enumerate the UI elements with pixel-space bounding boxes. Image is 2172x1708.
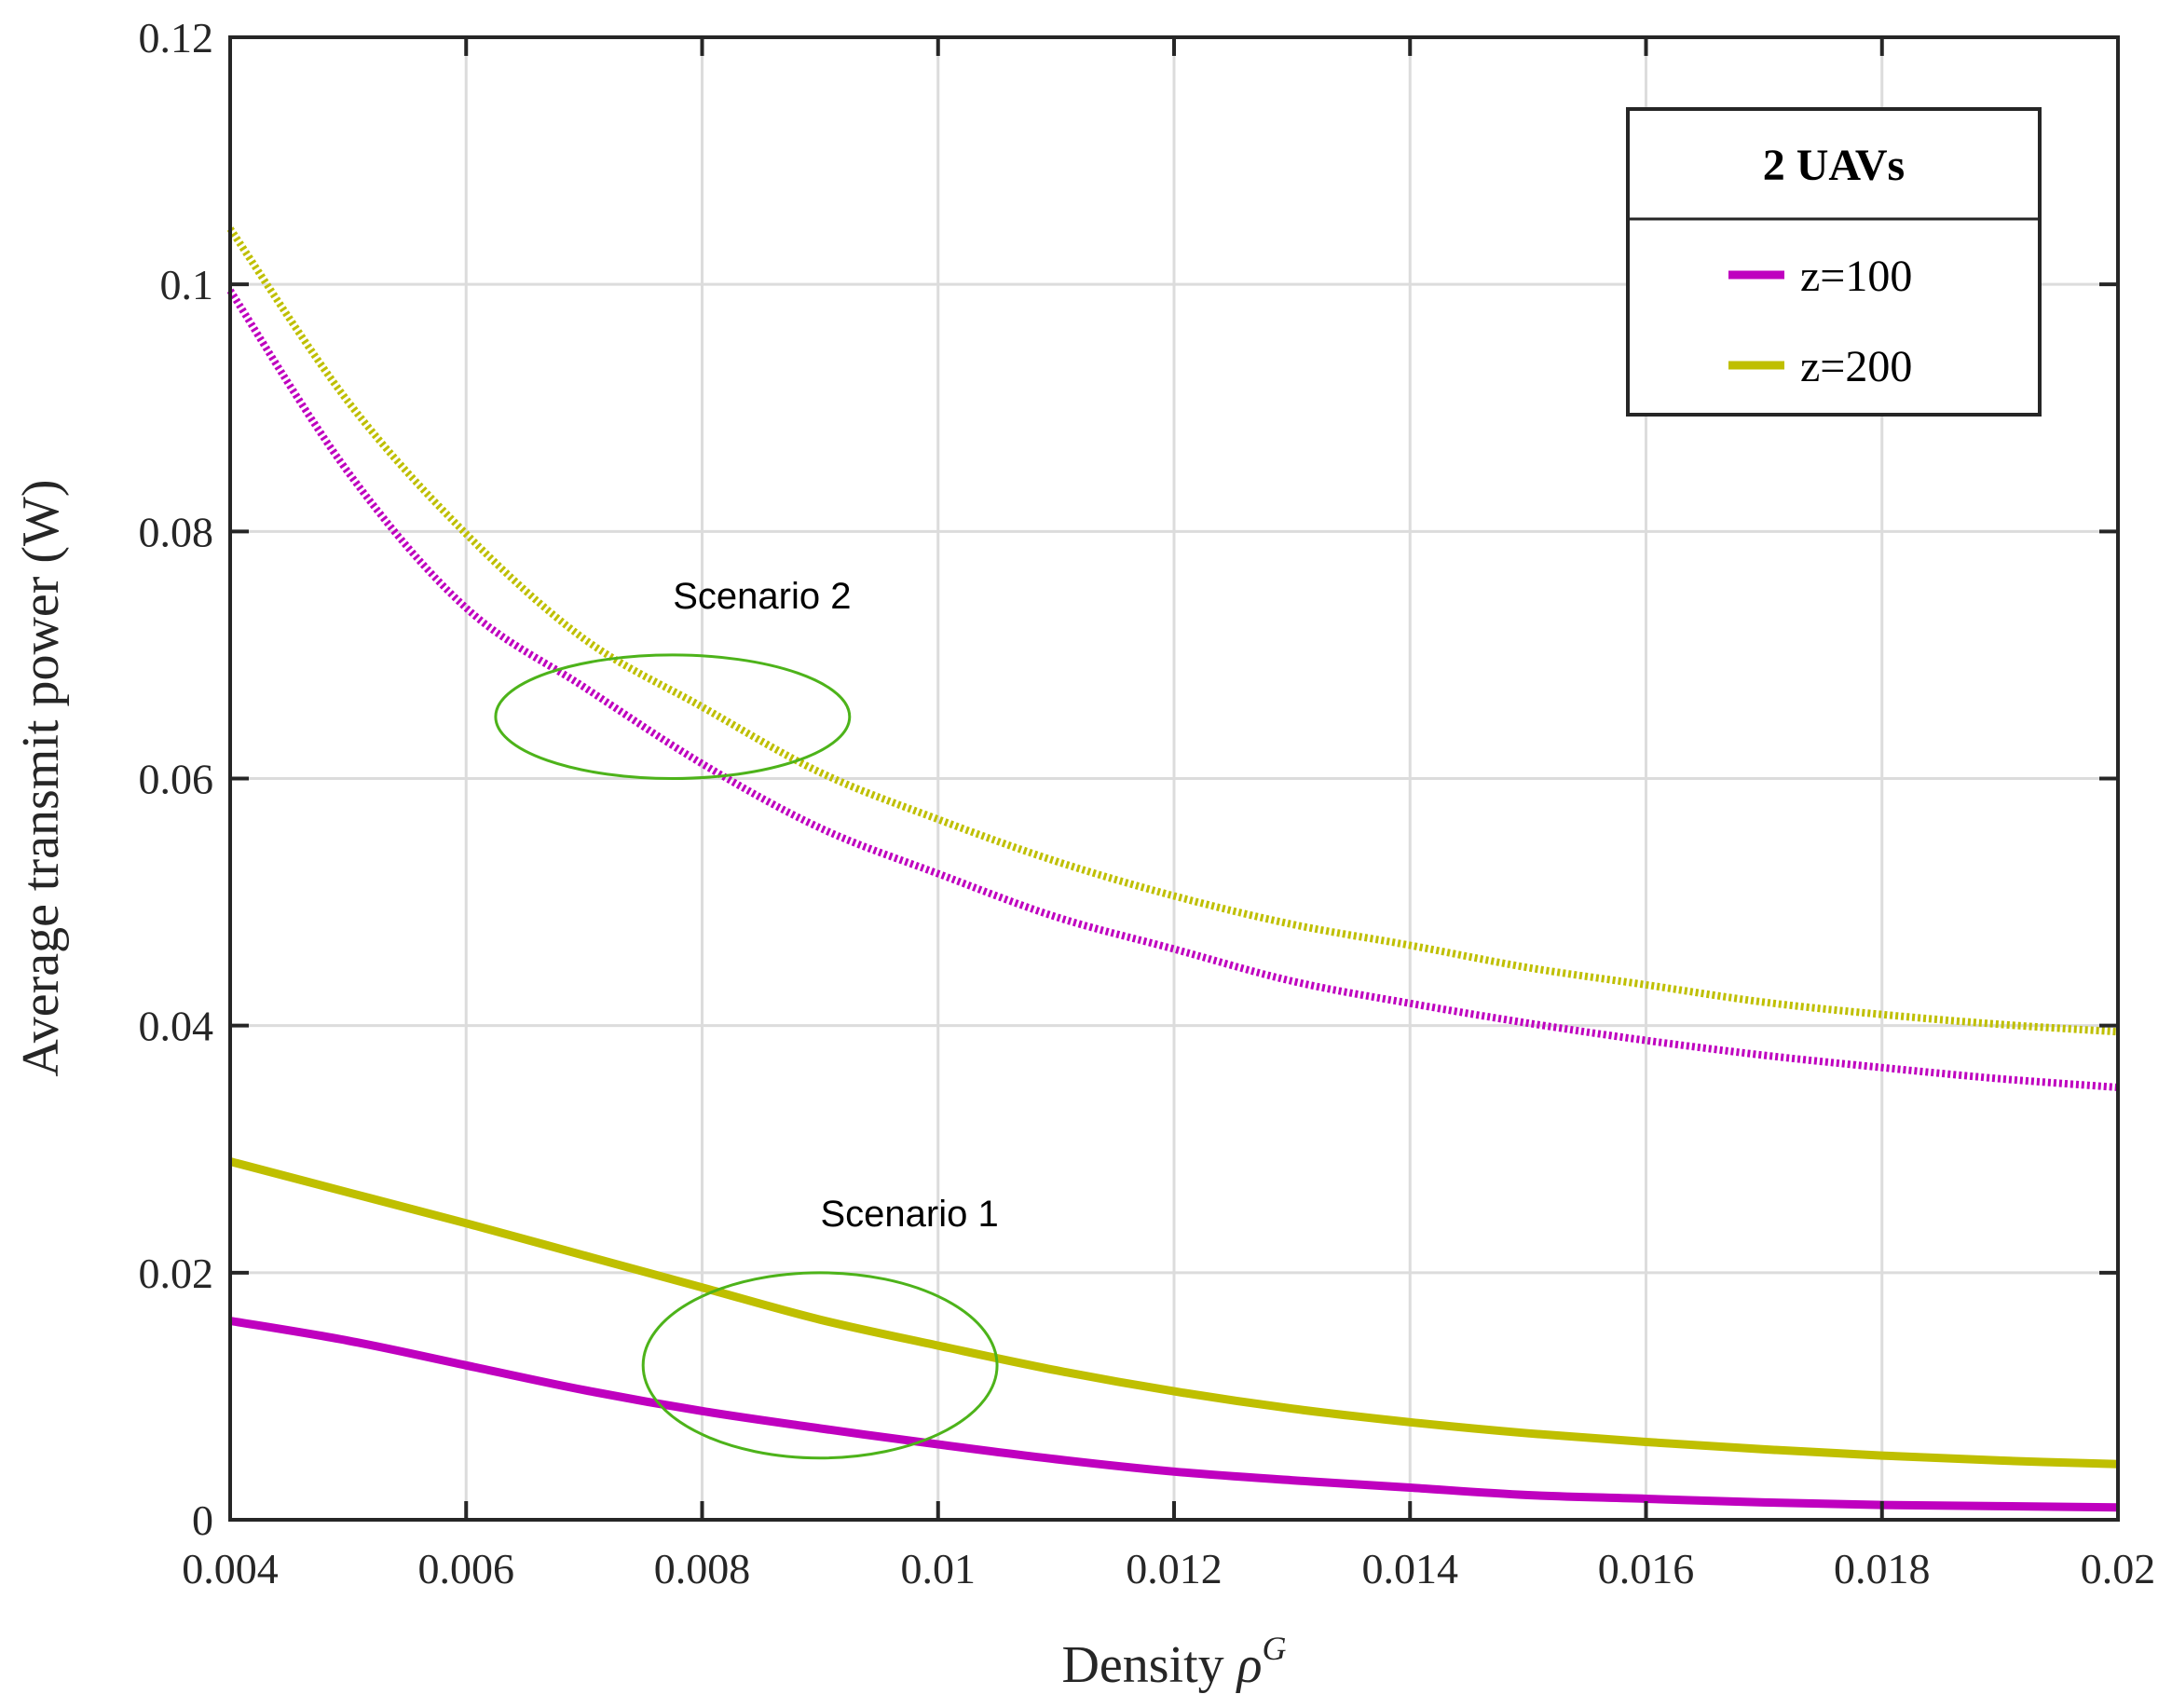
- y-tick-label: 0.12: [139, 14, 214, 61]
- annotation-ellipse-1: [494, 653, 852, 780]
- y-axis-label: Average transmit power (W): [12, 479, 70, 1076]
- legend-title: 2 UAVs: [1763, 141, 1905, 190]
- annotation-label-2: Scenario 1: [821, 1194, 999, 1235]
- annotations-group: Scenario 2 Scenario 1: [494, 576, 999, 1460]
- x-tick-label: 0.018: [1834, 1545, 1931, 1592]
- legend: 2 UAVs z=100 z=200: [1626, 107, 2042, 417]
- legend-label-z200: z=200: [1800, 342, 1912, 391]
- x-tick-label: 0.014: [1362, 1545, 1459, 1592]
- x-tick-label: 0.006: [418, 1545, 515, 1592]
- series-line-3: [228, 1157, 2119, 1469]
- y-tick-label: 0.08: [139, 508, 214, 555]
- x-tick-label: 0.01: [901, 1545, 977, 1592]
- series-line-1: [226, 226, 2119, 1036]
- series-line-2: [229, 1317, 2119, 1512]
- y-tick-label: 0.04: [139, 1003, 214, 1050]
- y-tick-label: 0.1: [160, 261, 214, 308]
- x-tick-label: 0.004: [182, 1545, 279, 1592]
- series-group: [226, 226, 2119, 1512]
- legend-label-z100: z=100: [1800, 252, 1912, 301]
- x-tick-label: 0.008: [654, 1545, 751, 1592]
- y-tick-label: 0.02: [139, 1250, 214, 1297]
- x-axis-label: Density ρG: [1061, 1630, 1286, 1694]
- legend-box: [1626, 107, 2042, 417]
- y-tick-label: 0.06: [139, 756, 214, 803]
- annotation-label-1: Scenario 2: [673, 576, 851, 617]
- x-tick-label: 0.016: [1598, 1545, 1695, 1592]
- series-line-0: [226, 288, 2119, 1091]
- annotation-ellipse-2: [641, 1271, 999, 1460]
- x-tick-label: 0.012: [1126, 1545, 1223, 1592]
- ticks-group: 0.004 0.006 0.008 0.01 0.012 0.014 0.016 0.018 0…: [139, 14, 2156, 1592]
- y-tick-label: 0: [192, 1496, 213, 1544]
- x-tick-label: 0.02: [2081, 1545, 2156, 1592]
